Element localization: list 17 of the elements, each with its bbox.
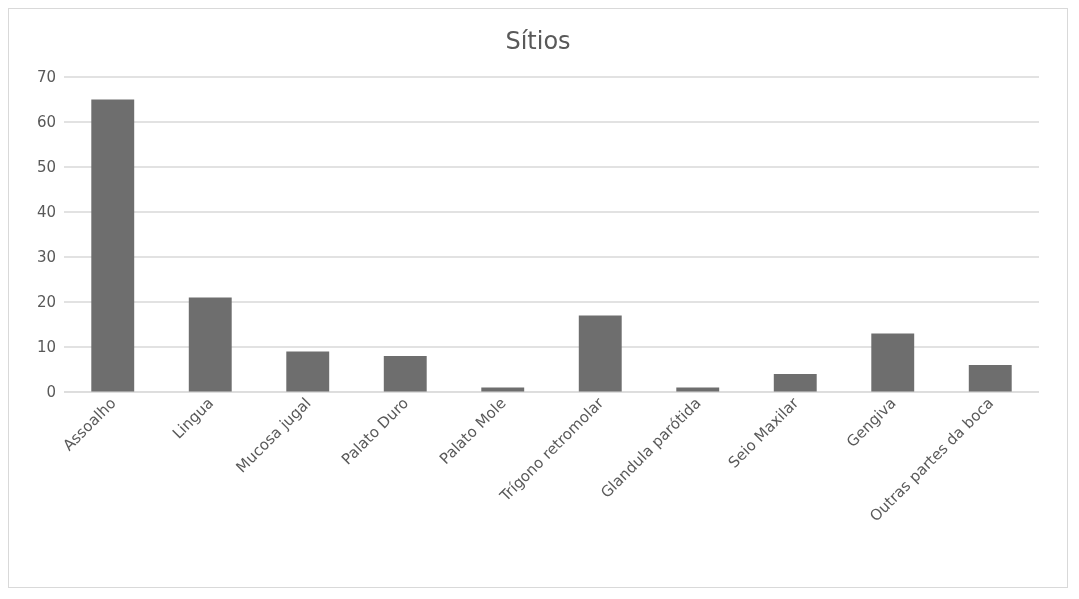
y-tick-label: 0 [46, 383, 56, 402]
y-tick-label: 30 [36, 248, 56, 267]
bar [968, 365, 1012, 392]
y-tick-label: 70 [36, 68, 56, 87]
y-tick-label: 20 [36, 293, 56, 312]
bar [383, 356, 427, 392]
y-tick-label: 50 [36, 158, 56, 177]
bar [91, 99, 135, 392]
chart-title: Sítios [504, 27, 572, 57]
bar [773, 374, 817, 392]
bar [188, 297, 232, 392]
y-tick-label: 10 [36, 338, 56, 357]
bar [286, 351, 330, 392]
bar [578, 315, 622, 392]
y-tick-label: 60 [36, 113, 56, 132]
bar [871, 333, 915, 392]
y-tick-label: 40 [36, 203, 56, 222]
